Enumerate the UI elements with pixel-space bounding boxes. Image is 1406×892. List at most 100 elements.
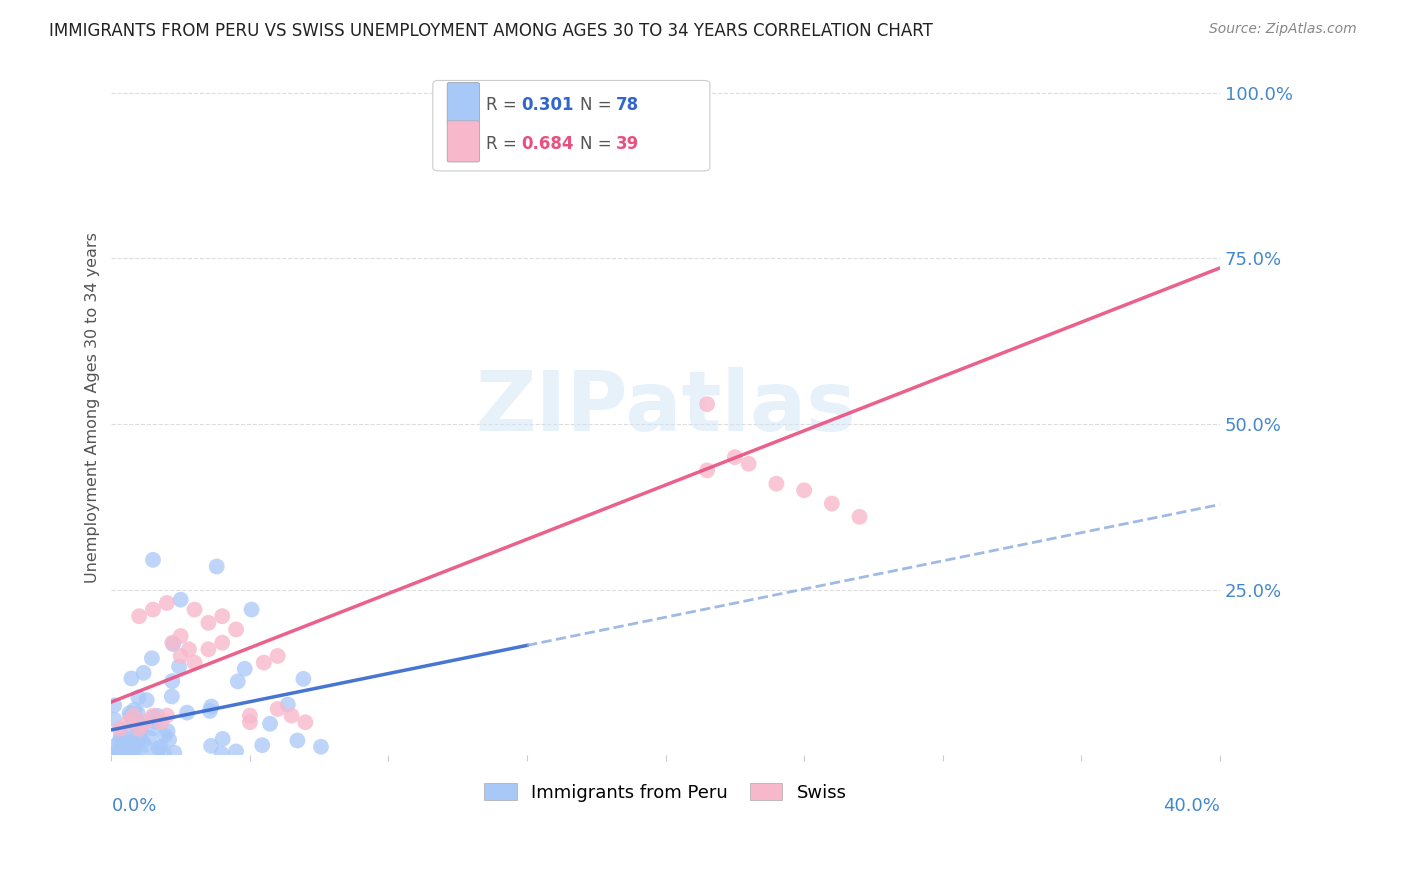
Legend: Immigrants from Peru, Swiss: Immigrants from Peru, Swiss bbox=[477, 776, 853, 809]
Point bbox=[177, 642, 200, 657]
Text: 0.684: 0.684 bbox=[522, 135, 574, 153]
Point bbox=[205, 559, 228, 574]
Point bbox=[682, 86, 704, 100]
Point bbox=[793, 483, 815, 498]
Point bbox=[142, 553, 165, 567]
Text: N =: N = bbox=[581, 135, 617, 153]
Point bbox=[129, 724, 152, 739]
Point bbox=[128, 609, 150, 624]
Point bbox=[108, 733, 131, 747]
Point bbox=[211, 609, 233, 624]
Point bbox=[197, 615, 219, 630]
Point bbox=[110, 747, 132, 761]
Point bbox=[118, 706, 141, 720]
Text: 40.0%: 40.0% bbox=[1163, 797, 1220, 815]
Point bbox=[120, 718, 142, 732]
Point bbox=[117, 715, 139, 730]
Point bbox=[240, 602, 263, 616]
Point bbox=[142, 710, 165, 724]
Point bbox=[156, 724, 179, 739]
Point bbox=[105, 747, 128, 762]
Point bbox=[765, 476, 787, 491]
Point bbox=[197, 642, 219, 657]
Point bbox=[259, 716, 281, 731]
FancyBboxPatch shape bbox=[447, 120, 479, 161]
Point bbox=[266, 702, 288, 716]
Point bbox=[157, 732, 180, 747]
Point bbox=[149, 739, 172, 754]
Point bbox=[233, 662, 256, 676]
Point bbox=[127, 690, 149, 705]
Point bbox=[198, 704, 221, 718]
Point bbox=[162, 636, 184, 650]
Point bbox=[280, 708, 302, 723]
Point bbox=[239, 708, 262, 723]
Point bbox=[160, 690, 183, 704]
Point bbox=[142, 602, 165, 616]
Point bbox=[124, 715, 146, 730]
Point bbox=[167, 659, 190, 673]
Point bbox=[122, 708, 145, 723]
Text: 0.0%: 0.0% bbox=[111, 797, 157, 815]
Point bbox=[104, 747, 127, 762]
Point bbox=[183, 602, 205, 616]
Point bbox=[128, 722, 150, 736]
Point bbox=[294, 715, 316, 730]
Point bbox=[277, 698, 299, 712]
Point bbox=[148, 741, 170, 756]
Point bbox=[737, 457, 759, 471]
Point bbox=[309, 739, 332, 754]
Point bbox=[162, 674, 184, 689]
Point bbox=[134, 715, 156, 730]
Text: ZIPatlas: ZIPatlas bbox=[475, 367, 856, 448]
Point bbox=[138, 731, 160, 745]
Point bbox=[131, 747, 153, 762]
Point bbox=[103, 739, 125, 754]
Point bbox=[120, 744, 142, 758]
Point bbox=[103, 698, 125, 713]
Point bbox=[176, 706, 198, 720]
Point bbox=[150, 715, 173, 730]
Point bbox=[226, 674, 249, 689]
Point bbox=[114, 739, 136, 754]
Point bbox=[170, 592, 193, 607]
Point bbox=[134, 738, 156, 752]
Point bbox=[170, 629, 193, 643]
Point bbox=[128, 731, 150, 746]
Point bbox=[156, 708, 179, 723]
Point bbox=[141, 651, 163, 665]
Point bbox=[110, 729, 132, 743]
Point bbox=[132, 665, 155, 680]
Point bbox=[287, 733, 309, 747]
Point bbox=[127, 706, 149, 721]
Point bbox=[120, 708, 142, 723]
Point bbox=[115, 747, 138, 762]
Point bbox=[112, 739, 135, 753]
Point bbox=[156, 596, 179, 610]
Point bbox=[125, 731, 148, 746]
Point bbox=[163, 746, 186, 760]
Point bbox=[111, 737, 134, 751]
FancyBboxPatch shape bbox=[447, 83, 479, 124]
Point bbox=[122, 734, 145, 748]
Point bbox=[131, 734, 153, 748]
Text: N =: N = bbox=[581, 95, 617, 114]
Point bbox=[125, 713, 148, 727]
Point bbox=[125, 739, 148, 753]
Point bbox=[122, 747, 145, 762]
Point bbox=[696, 397, 718, 411]
Point bbox=[108, 722, 131, 736]
Text: 0.301: 0.301 bbox=[522, 95, 574, 114]
Point bbox=[105, 743, 128, 757]
Point bbox=[200, 739, 222, 753]
Point bbox=[142, 722, 165, 736]
Point bbox=[103, 747, 125, 761]
Point bbox=[252, 738, 274, 752]
Point bbox=[110, 745, 132, 759]
Point bbox=[211, 731, 233, 746]
Point bbox=[153, 747, 176, 761]
Point bbox=[129, 718, 152, 732]
Point bbox=[146, 745, 169, 759]
Point bbox=[146, 708, 169, 723]
Text: Source: ZipAtlas.com: Source: ZipAtlas.com bbox=[1209, 22, 1357, 37]
